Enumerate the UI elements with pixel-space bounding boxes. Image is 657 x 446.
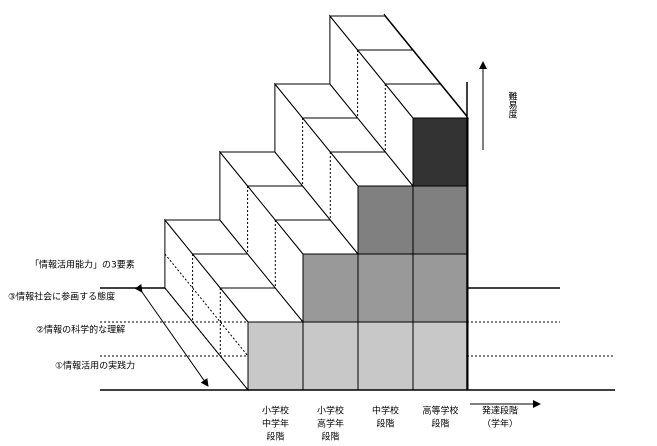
front-cell xyxy=(412,253,469,323)
range-arrow xyxy=(134,283,209,387)
element: ①情報活用の実践力 xyxy=(55,360,135,372)
stage-label: 段階 xyxy=(376,418,394,430)
title: 「情報活用能力」の3要素 xyxy=(30,259,135,271)
stage-label: 中学校 xyxy=(372,405,399,417)
x-axis-label: 発達段階 xyxy=(482,405,518,417)
front-cell xyxy=(412,321,469,391)
stage-label: 段階 xyxy=(431,418,449,430)
element: ②情報の科学的な理解 xyxy=(36,324,125,336)
front-cell xyxy=(412,117,469,187)
stage-label: 高等学校 xyxy=(422,405,458,417)
front-cell xyxy=(357,253,414,323)
y-axis-label: 難易度 xyxy=(507,90,518,119)
stage-label: 小学校 xyxy=(262,405,289,417)
front-cell xyxy=(247,321,304,391)
front-cell xyxy=(412,185,469,255)
x-axis-sublabel: （学年） xyxy=(482,418,518,430)
element: ③情報社会に参画する態度 xyxy=(8,291,115,303)
front-cell xyxy=(302,321,359,391)
front-cell xyxy=(357,185,414,255)
stage-label: 段階 xyxy=(321,431,339,443)
stage-label: 高学年 xyxy=(317,418,344,430)
stage-label: 小学校 xyxy=(317,405,344,417)
stage-label: 段階 xyxy=(266,431,284,443)
front-cell xyxy=(302,253,359,323)
stage-label: 中学年 xyxy=(262,418,289,430)
front-cell xyxy=(357,321,414,391)
edge-line xyxy=(383,13,468,117)
